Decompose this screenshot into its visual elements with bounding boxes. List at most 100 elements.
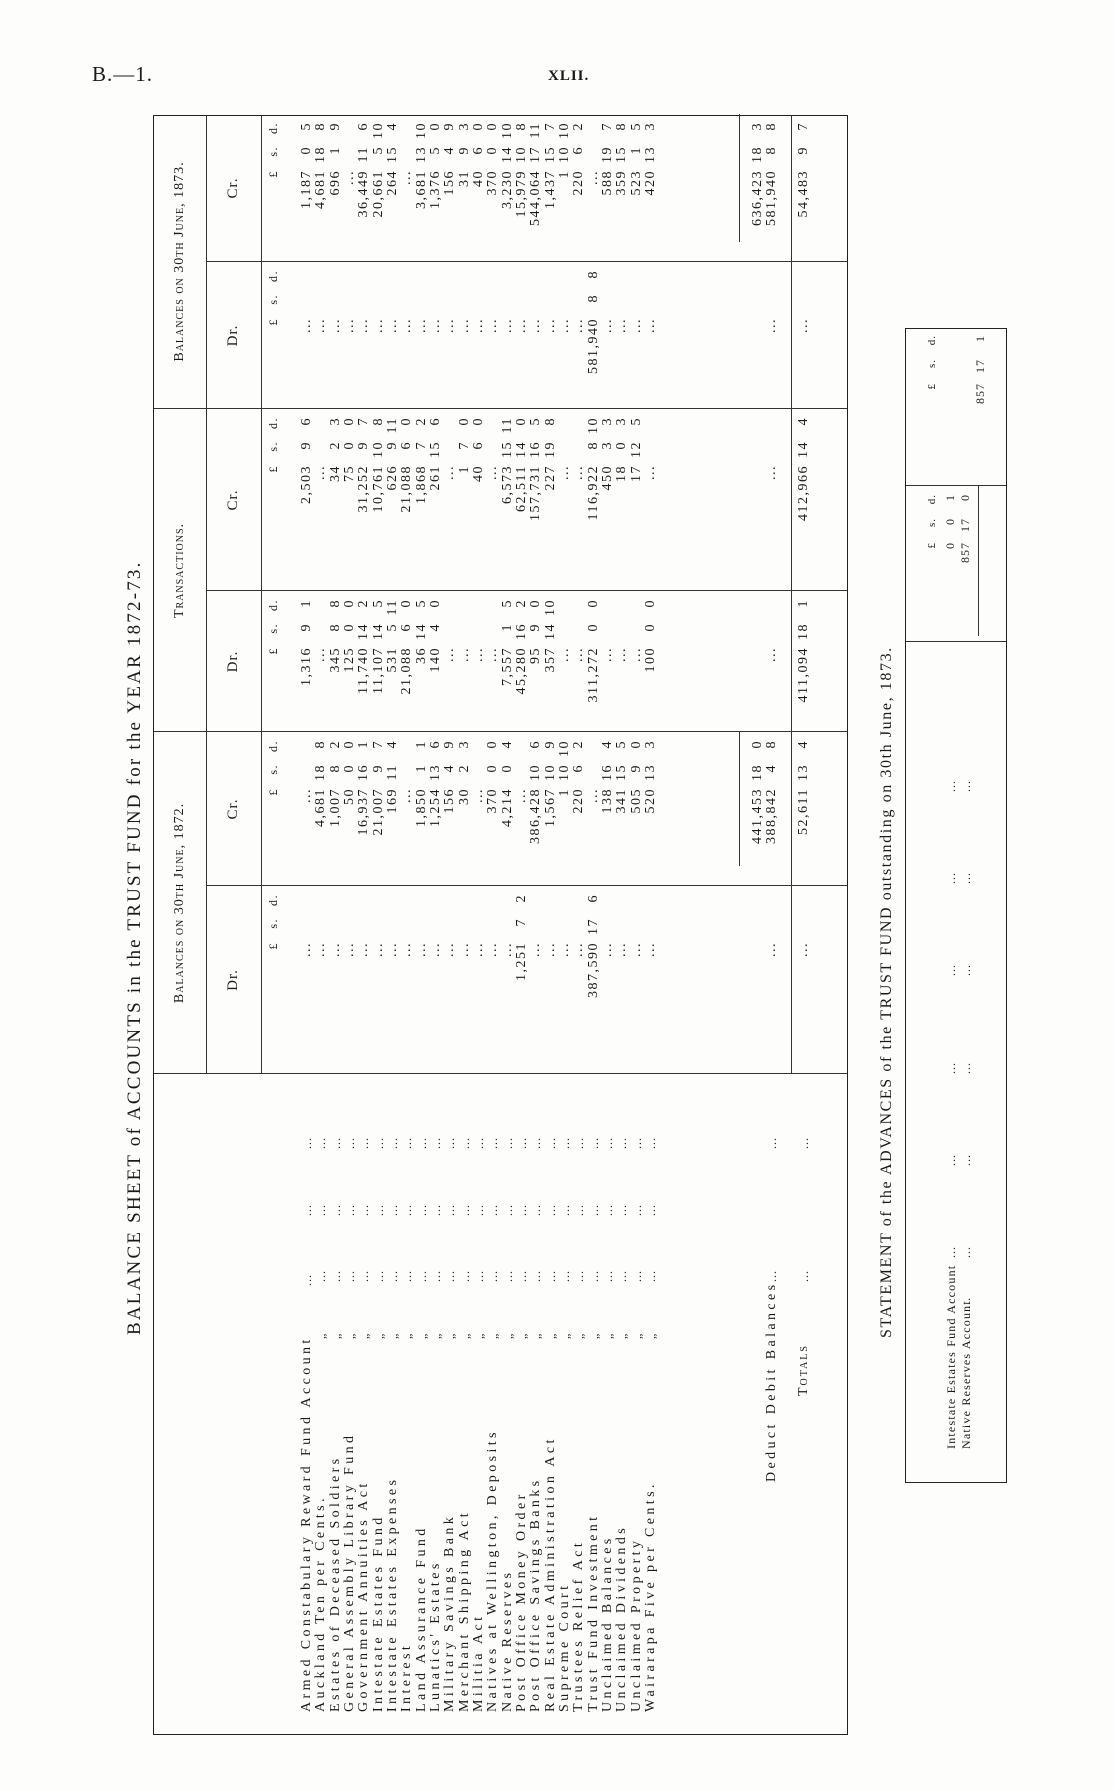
cell-b72_cr: 30 2 3 — [456, 740, 472, 886]
totals-label: Totals — [796, 1344, 811, 1396]
shillings — [400, 294, 414, 318]
pounds: ... — [764, 647, 779, 662]
header-balances-1873: Balances on 30th June, 1873. — [172, 161, 187, 362]
shillings: 10 — [556, 146, 572, 163]
shillings: 6 — [470, 441, 486, 450]
pounds: ... — [628, 318, 644, 333]
shillings — [765, 294, 779, 318]
deduct-label: Deduct Debit Balances — [764, 1281, 779, 1482]
shillings: 14 — [542, 623, 558, 640]
cell-tr_cr: 17 12 5 — [629, 417, 644, 591]
shillings: 5 — [370, 146, 386, 155]
pence: 6 — [528, 740, 544, 749]
pence — [630, 599, 644, 623]
pence — [486, 894, 500, 918]
shillings: 1 — [327, 146, 343, 155]
deduct-tr_dr: ... — [764, 599, 779, 732]
pounds: ... — [485, 647, 501, 662]
cell-tr_dr: ... — [571, 599, 586, 732]
statement-total: 857 17 1 — [973, 335, 987, 486]
cell-tr_dr: ... — [471, 599, 486, 732]
pounds: 311,272 — [585, 647, 601, 703]
pence: 0 — [628, 740, 644, 749]
cell-tr_cr: 34 2 3 — [328, 417, 343, 591]
pounds: ... — [796, 318, 811, 333]
shillings — [615, 294, 629, 318]
pence — [587, 122, 601, 146]
pence: 4 — [384, 740, 400, 749]
pounds: 1,187 — [299, 170, 314, 209]
shillings: 8 — [585, 294, 601, 303]
cell-b72_cr: 341 15 5 — [614, 740, 629, 886]
shillings — [644, 918, 658, 942]
pounds: £ — [266, 465, 280, 473]
pence: 1 — [973, 335, 987, 342]
shillings: s. — [266, 918, 280, 929]
pounds: ... — [313, 647, 329, 662]
cell-tr_dr: 11,107 14 5 — [371, 599, 386, 732]
shillings — [630, 294, 644, 318]
shillings: 13 — [642, 764, 658, 781]
account-name: Trustees Relief Act — [571, 1539, 587, 1712]
cell-b72_dr: ... — [600, 894, 615, 1074]
cell-tr_dr: 311,272 0 0 — [585, 599, 601, 732]
pence: 2 — [571, 740, 587, 749]
shillings — [615, 918, 629, 942]
shillings: 11 — [384, 764, 400, 781]
pence — [329, 894, 343, 918]
pounds: ... — [341, 318, 357, 333]
pounds: 1 — [556, 788, 572, 797]
subheader-tr_cr: Cr. — [225, 489, 241, 511]
pence — [765, 270, 779, 294]
pence: 2 — [356, 599, 372, 608]
pence — [615, 894, 629, 918]
shillings: 2 — [456, 764, 472, 773]
pence: 0 — [513, 417, 529, 426]
pence — [443, 894, 457, 918]
pence: 7 — [356, 417, 372, 426]
total-b72_dr: ... — [796, 894, 811, 1074]
shillings: s. — [266, 146, 280, 157]
leader-dots: ... — [428, 1137, 443, 1149]
pounds: 2,503 — [299, 465, 314, 504]
shillings — [515, 294, 529, 318]
pounds: 52,611 — [796, 788, 811, 835]
pence — [386, 270, 400, 294]
statement-sum-rule — [978, 486, 979, 636]
shillings: 14 — [413, 623, 429, 640]
cell-tr_dr: ... — [600, 599, 615, 732]
account-name: Armed Constabulary Reward Fund Account — [299, 1336, 314, 1712]
shillings: 10 — [513, 146, 529, 163]
pence — [343, 122, 357, 146]
ditto-mark: „ — [600, 1332, 615, 1339]
pounds: ... — [399, 942, 415, 957]
leader-dots: ... — [529, 1204, 544, 1216]
leader-dots: ... — [543, 1137, 558, 1149]
pounds: ... — [585, 170, 601, 185]
cell-b73_dr: 581,940 8 8 — [585, 270, 601, 409]
shillings: 8 — [327, 764, 343, 773]
pence: 0 — [642, 599, 658, 608]
account-name: Land Assurance Fund — [413, 1525, 429, 1712]
cell-b72_cr: 1,254 13 6 — [428, 740, 443, 886]
shillings — [357, 918, 371, 942]
shillings: 1 — [628, 146, 644, 155]
pence — [486, 270, 500, 294]
pence: 0 — [485, 740, 501, 749]
pounds: ... — [327, 942, 343, 957]
leader-dots: ... — [643, 1137, 658, 1149]
pounds: 441,453 — [750, 788, 765, 844]
ditto-mark: „ — [414, 1332, 429, 1339]
pounds: 156 — [442, 788, 458, 814]
pence — [415, 270, 429, 294]
pounds: ... — [313, 942, 329, 957]
pounds: ... — [442, 318, 458, 333]
cell-b73_cr: 370 0 0 — [485, 122, 500, 262]
leader-dots: ... — [300, 1137, 314, 1149]
pounds: £ — [266, 942, 280, 950]
leader-dots: ... — [529, 1270, 544, 1282]
shillings — [372, 918, 386, 942]
cell-b73_cr: 220 6 2 — [571, 122, 586, 262]
leader-dots: ... — [385, 1137, 400, 1149]
shillings — [601, 918, 615, 942]
